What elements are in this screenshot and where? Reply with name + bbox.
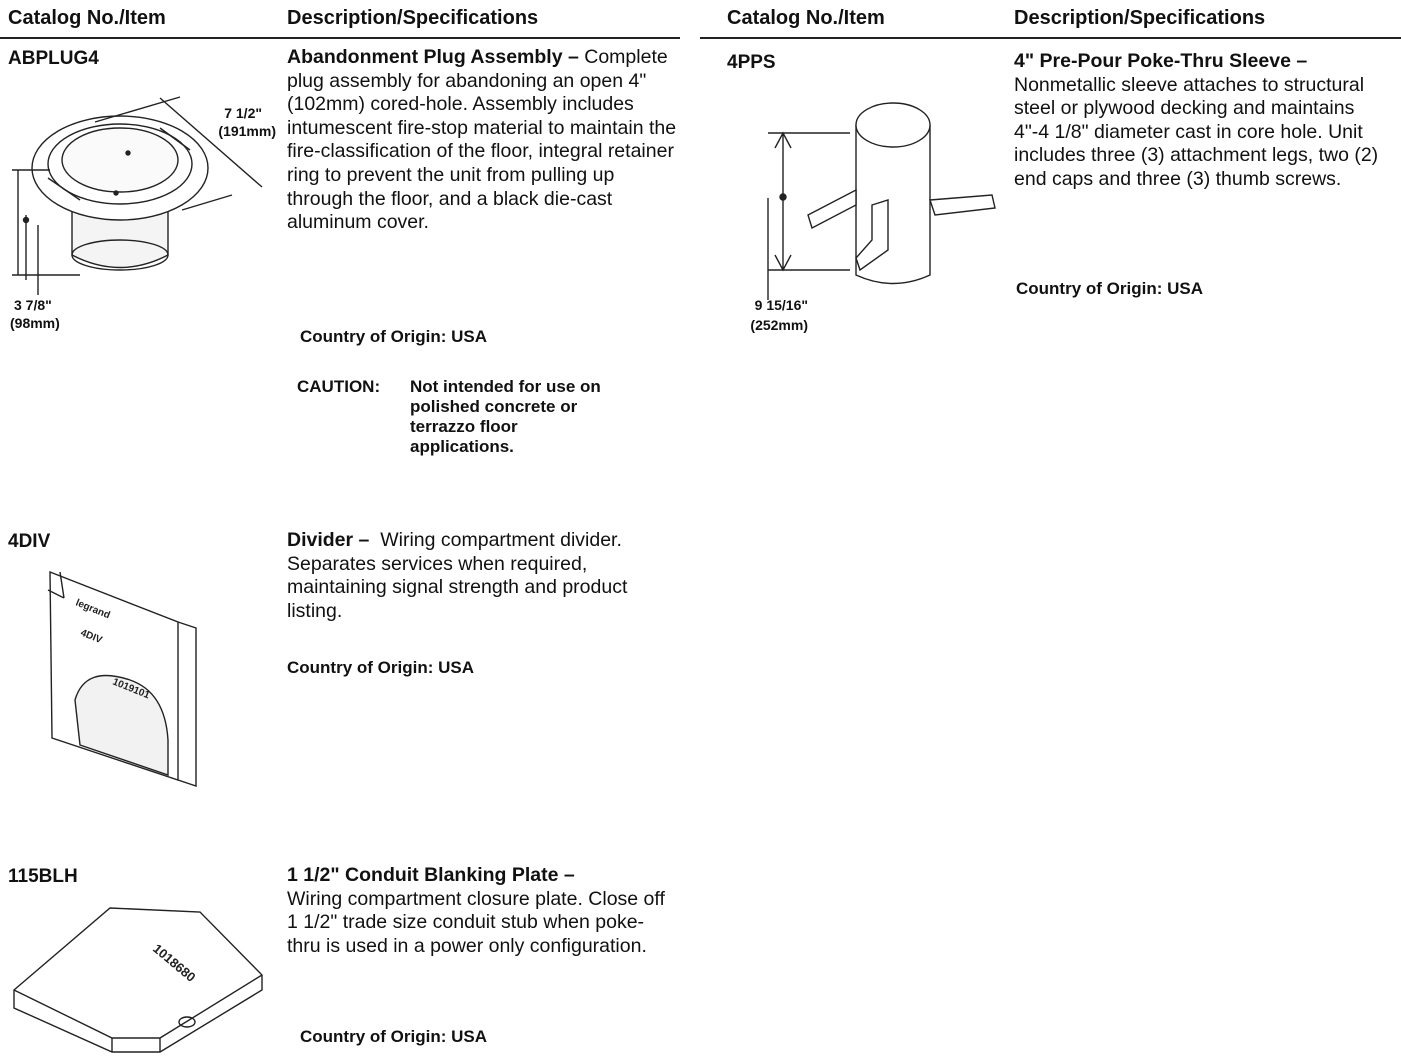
origin: Country of Origin: USA (287, 658, 474, 677)
item-title: Divider – (287, 529, 370, 551)
plate-drawing (13, 907, 263, 1053)
dimension: 9 15/16" (755, 297, 808, 313)
sleeve-drawing (767, 102, 996, 300)
header: Catalog No./Item (727, 7, 885, 29)
item-text: Nonmetallic sleeve attaches to structura… (1014, 73, 1379, 190)
divider-drawing (47, 570, 197, 787)
catalog-number: ABPLUG4 (8, 48, 99, 69)
dimension: 3 7/8" (14, 297, 52, 313)
rule (700, 37, 1401, 39)
header: Description/Specifications (1014, 7, 1266, 29)
dimension: 7 1/2" (224, 105, 262, 121)
item-title: Abandonment Plug Assembly – (287, 46, 579, 68)
caution-text: Not intended for use on polished concret… (410, 377, 601, 456)
item-text: Wiring compartment closure plate. Close … (287, 887, 665, 957)
description: Abandonment Plug Assembly – Complete plu… (287, 46, 682, 235)
description: 4" Pre-Pour Poke-Thru Sleeve – Nonmetall… (1014, 50, 1394, 192)
item-title: 4" Pre-Pour Poke-Thru Sleeve – (1014, 50, 1308, 72)
origin: Country of Origin: USA (300, 327, 487, 346)
dimension: (191mm) (218, 123, 276, 139)
description: 1 1/2" Conduit Blanking Plate – Wiring co… (287, 864, 672, 958)
dimension: (252mm) (750, 317, 808, 333)
item-text: Wiring compartment divider. Separates se… (287, 529, 628, 622)
catalog-number: 115BLH (8, 866, 78, 887)
catalog-number: 4PPS (727, 52, 776, 73)
origin: Country of Origin: USA (300, 1027, 487, 1046)
caution-label: CAUTION: (297, 377, 381, 396)
header: Description/Specifications (287, 7, 539, 29)
plug-drawing (12, 96, 263, 295)
item-text: Complete plug assembly for abandoning an… (287, 46, 677, 234)
origin: Country of Origin: USA (1016, 279, 1203, 298)
header: Catalog No./Item (8, 7, 166, 29)
description: Divider – Wiring compartment divider. Se… (287, 529, 682, 623)
item-title: 1 1/2" Conduit Blanking Plate – (287, 864, 575, 886)
rule (0, 37, 680, 39)
dimension: (98mm) (10, 315, 60, 331)
catalog-number: 4DIV (8, 531, 51, 552)
